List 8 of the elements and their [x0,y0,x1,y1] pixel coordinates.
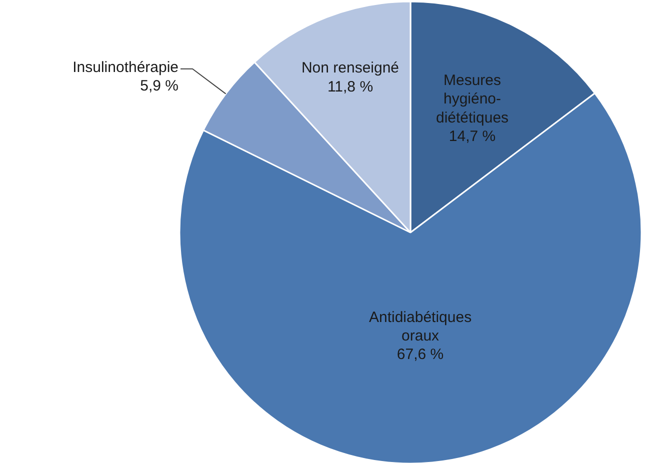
slice-label: Non renseigné [301,60,400,77]
data-label: 5,9 % [140,78,179,95]
data-label: 14,7 % [448,128,496,145]
data-label: 67,6 % [396,346,444,364]
data-label: 11,8 % [327,78,374,96]
slice-label: Insulinothérapie [72,58,179,76]
slice-label: Antidiabétiques oraux [368,308,472,344]
slice-label: Mesures hygiéno- diététiques [436,72,509,126]
